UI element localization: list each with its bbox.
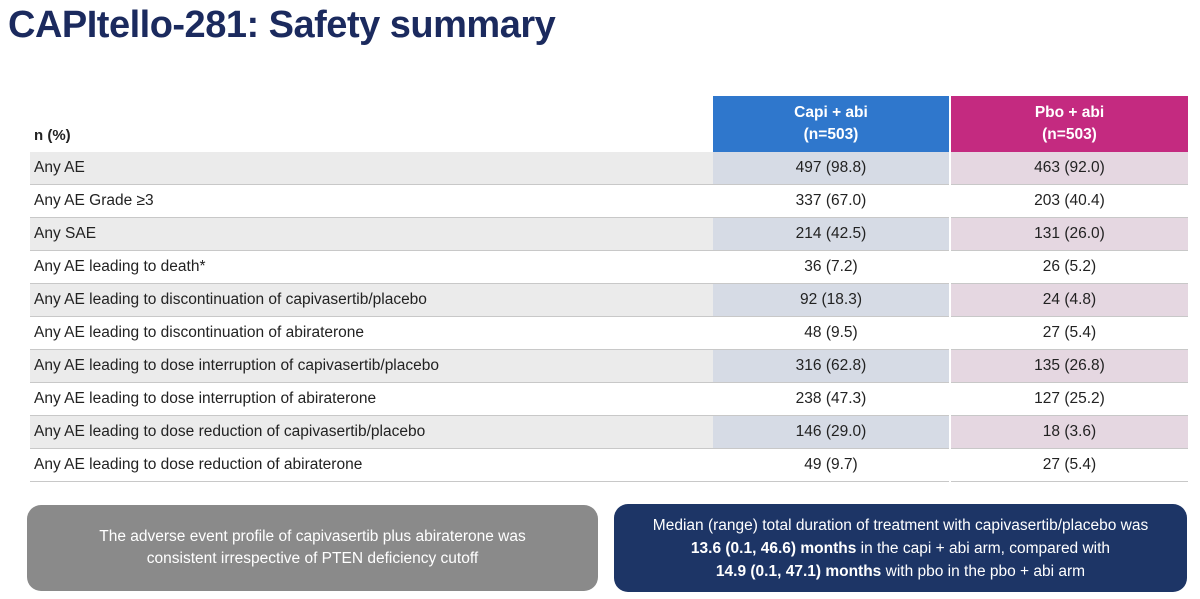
row-label: Any SAE	[30, 217, 713, 251]
pbo-abi-value: 131 (26.0)	[950, 217, 1188, 251]
pbo-abi-value: 135 (26.8)	[950, 349, 1188, 383]
capi-abi-value: 49 (9.7)	[713, 448, 951, 482]
table-header-row: n (%) Capi + abi (n=503) Pbo + abi (n=50…	[30, 96, 1188, 152]
capi-abi-value: 316 (62.8)	[713, 349, 951, 383]
capi-abi-value: 214 (42.5)	[713, 217, 951, 251]
callout-line-2: in the capi + abi arm, compared with	[856, 539, 1111, 557]
pbo-abi-value: 18 (3.6)	[950, 415, 1188, 449]
table-row: Any AE leading to dose interruption of a…	[30, 382, 1188, 416]
callout-line-1: Median (range) total duration of treatme…	[652, 516, 1149, 534]
pbo-abi-value: 463 (92.0)	[950, 152, 1188, 185]
table-row: Any SAE 214 (42.5) 131 (26.0)	[30, 217, 1188, 251]
treatment-duration-callout: Median (range) total duration of treatme…	[614, 504, 1187, 592]
capi-abi-value: 497 (98.8)	[713, 152, 951, 185]
row-label: Any AE leading to dose reduction of capi…	[30, 415, 713, 449]
table-row: Any AE leading to discontinuation of abi…	[30, 316, 1188, 350]
row-header-label: n (%)	[34, 127, 71, 144]
pbo-abi-value: 203 (40.4)	[950, 184, 1188, 218]
capi-abi-value: 337 (67.0)	[713, 184, 951, 218]
pbo-abi-value: 27 (5.4)	[950, 316, 1188, 350]
capi-abi-value: 36 (7.2)	[713, 250, 951, 284]
callout-text: Median (range) total duration of treatme…	[653, 514, 1148, 583]
safety-table: n (%) Capi + abi (n=503) Pbo + abi (n=50…	[30, 96, 1188, 482]
row-label: Any AE leading to dose interruption of c…	[30, 349, 713, 383]
table-row: Any AE leading to dose reduction of capi…	[30, 415, 1188, 449]
callout-line-3: with pbo in the pbo + abi arm	[881, 562, 1086, 580]
pbo-abi-value: 27 (5.4)	[950, 448, 1188, 482]
row-label: Any AE leading to dose interruption of a…	[30, 382, 713, 416]
pbo-abi-value: 127 (25.2)	[950, 382, 1188, 416]
capi-abi-value: 48 (9.5)	[713, 316, 951, 350]
table-row: Any AE Grade ≥3 337 (67.0) 203 (40.4)	[30, 184, 1188, 218]
pten-consistency-callout: The adverse event profile of capivaserti…	[27, 505, 598, 591]
table-row: Any AE leading to dose reduction of abir…	[30, 448, 1188, 482]
column-header-n: (n=503)	[803, 126, 859, 143]
table-row: Any AE leading to discontinuation of cap…	[30, 283, 1188, 317]
column-header-capi-abi: Capi + abi (n=503)	[713, 96, 951, 152]
capi-abi-value: 146 (29.0)	[713, 415, 951, 449]
column-header-pbo-abi: Pbo + abi (n=503)	[950, 96, 1188, 152]
pbo-abi-value: 24 (4.8)	[950, 283, 1188, 317]
page-title: CAPItello-281: Safety summary	[8, 4, 556, 46]
pbo-duration-value: 14.9 (0.1, 47.1) months	[715, 562, 882, 580]
row-label: Any AE Grade ≥3	[30, 184, 713, 218]
table-row: Any AE 497 (98.8) 463 (92.0)	[30, 152, 1188, 185]
row-label: Any AE leading to dose reduction of abir…	[30, 448, 713, 482]
table-row: Any AE leading to death* 36 (7.2) 26 (5.2)	[30, 250, 1188, 284]
row-label: Any AE leading to death*	[30, 250, 713, 284]
capi-abi-value: 238 (47.3)	[713, 382, 951, 416]
row-label: Any AE leading to discontinuation of abi…	[30, 316, 713, 350]
column-header-name: Capi + abi	[794, 104, 868, 121]
callout-text: The adverse event profile of capivaserti…	[99, 528, 526, 567]
capi-abi-value: 92 (18.3)	[713, 283, 951, 317]
table-row: Any AE leading to dose interruption of c…	[30, 349, 1188, 383]
row-label: Any AE	[30, 152, 713, 185]
column-header-n: (n=503)	[1042, 126, 1097, 143]
row-label: Any AE leading to discontinuation of cap…	[30, 283, 713, 317]
pbo-abi-value: 26 (5.2)	[950, 250, 1188, 284]
column-header-name: Pbo + abi	[1034, 104, 1105, 121]
capi-duration-value: 13.6 (0.1, 46.6) months	[690, 539, 857, 557]
